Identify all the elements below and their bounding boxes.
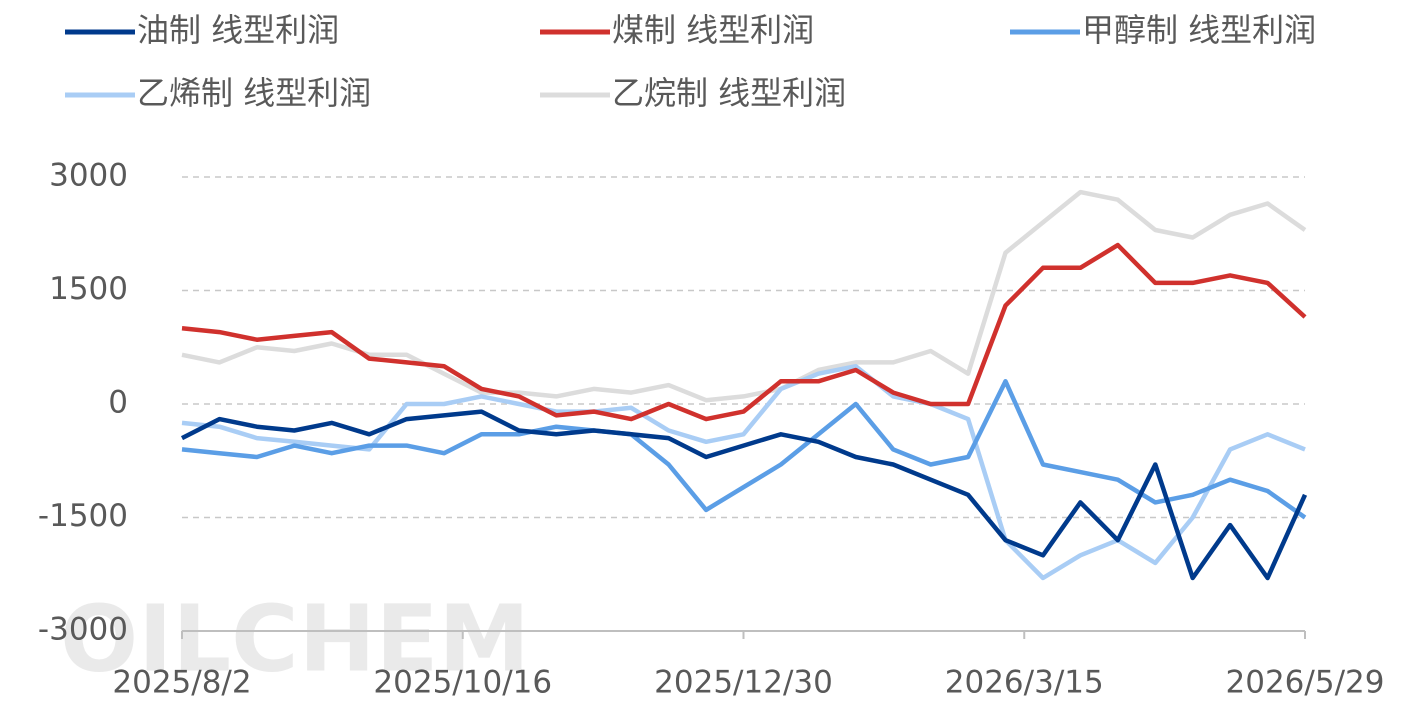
y-tick-label: 3000 <box>49 158 128 194</box>
series-line <box>181 189 1307 403</box>
x-tick-label: 2025/10/16 <box>373 665 552 701</box>
legend-label: 油制 线型利润 <box>137 11 339 49</box>
y-tick-label: -3000 <box>38 612 128 648</box>
legend-label: 乙烷制 线型利润 <box>612 74 846 112</box>
series-line <box>181 379 1307 520</box>
series-line <box>181 242 1307 422</box>
y-tick-label: 0 <box>108 385 128 421</box>
watermark: OILCHEM <box>60 585 530 692</box>
legend-label: 煤制 线型利润 <box>612 11 814 49</box>
y-tick-label: 1500 <box>49 271 128 307</box>
x-tick-label: 2025/8/2 <box>112 665 251 701</box>
y-tick-label: -1500 <box>38 498 128 534</box>
legend-label: 甲醇制 线型利润 <box>1082 11 1316 49</box>
x-tick-label: 2025/12/30 <box>654 665 833 701</box>
x-tick-label: 2026/5/29 <box>1226 665 1385 701</box>
x-tick-label: 2026/3/15 <box>945 665 1104 701</box>
series-line <box>180 409 1308 581</box>
legend-label: 乙烯制 线型利润 <box>137 74 371 112</box>
